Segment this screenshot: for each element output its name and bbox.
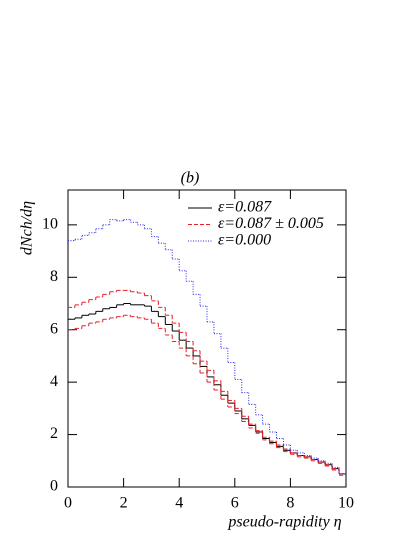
x-tick-label: 2	[120, 495, 128, 512]
x-tick-label: 10	[338, 495, 354, 512]
y-tick-label: 0	[50, 478, 58, 495]
plot-frame	[67, 189, 347, 488]
y-tick-label: 10	[42, 216, 58, 233]
legend-label: ε=0.000	[218, 232, 271, 249]
x-tick-label: 0	[64, 495, 72, 512]
x-axis-label: pseudo-rapidity η	[227, 514, 341, 531]
legend-label: ε=0.087	[218, 199, 272, 216]
y-axis-label: dNch/dη	[19, 201, 36, 255]
y-tick-label: 6	[50, 320, 58, 337]
y-tick-label: 2	[50, 425, 58, 442]
chart-title: (b)	[181, 170, 200, 187]
y-tick-label: 8	[50, 268, 58, 285]
x-tick-label: 6	[231, 495, 239, 512]
y-tick-label: 4	[50, 373, 58, 390]
x-tick-label: 4	[175, 495, 183, 512]
x-tick-label: 8	[286, 495, 294, 512]
legend-label: ε=0.087 ± 0.005	[218, 215, 324, 232]
